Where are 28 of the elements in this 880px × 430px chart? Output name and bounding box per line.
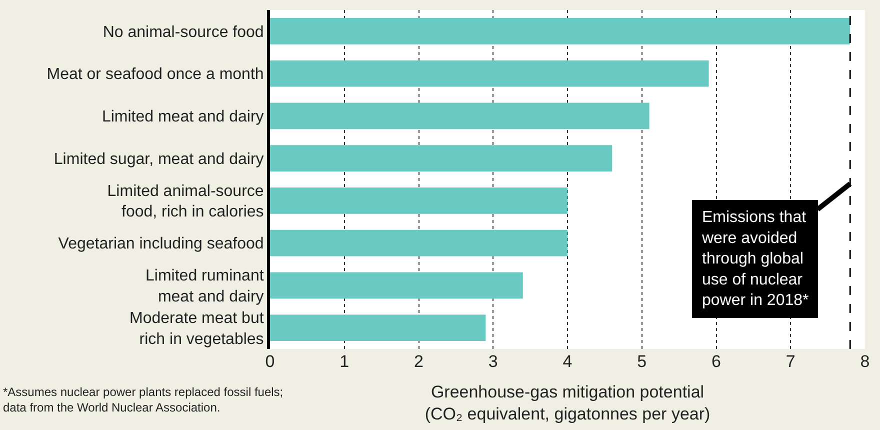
x-tick-label: 8	[860, 352, 870, 371]
x-tick-label: 5	[637, 352, 647, 371]
x-axis-title: Greenhouse-gas mitigation potential (CO₂ equivalent, gigatonnes per year)	[424, 382, 710, 424]
x-tick-label: 4	[562, 352, 572, 371]
x-tick-label: 3	[488, 352, 498, 371]
bar	[270, 272, 523, 299]
bar	[270, 230, 568, 256]
bar	[270, 60, 709, 87]
x-tick-label: 7	[786, 352, 796, 371]
text: *Assumes nuclear power plants replaced fossil fuels; data from the World Nuclear Association.	[3, 385, 284, 415]
y-tick-label: Limited meat and dairy	[102, 108, 264, 126]
x-tick-label: 6	[712, 352, 721, 371]
bar	[270, 145, 612, 172]
x-tick-label: 0	[265, 352, 275, 371]
y-tick-label: Limited sugar, meat and dairy	[54, 150, 264, 168]
x-tick-label: 1	[340, 352, 350, 371]
y-tick-label: Moderate meat but rich in vegetables	[130, 310, 264, 348]
y-tick-label: Vegetarian including seafood	[58, 236, 264, 253]
x-tick-label: 2	[414, 352, 424, 371]
y-tick-label: Limited animal-source food, rich in calories	[107, 182, 264, 221]
bar	[270, 314, 486, 341]
bar	[270, 102, 650, 130]
y-tick-label: No animal-source food	[102, 24, 264, 41]
bar	[270, 188, 568, 214]
bar	[270, 18, 850, 44]
ref-line-label: Emissions that were avoided through global use of nuclear power in 2018*	[701, 209, 809, 310]
y-tick-label: Meat or seafood once a month	[46, 66, 264, 84]
y-tick-label: Limited ruminant meat and dairy	[146, 268, 264, 306]
